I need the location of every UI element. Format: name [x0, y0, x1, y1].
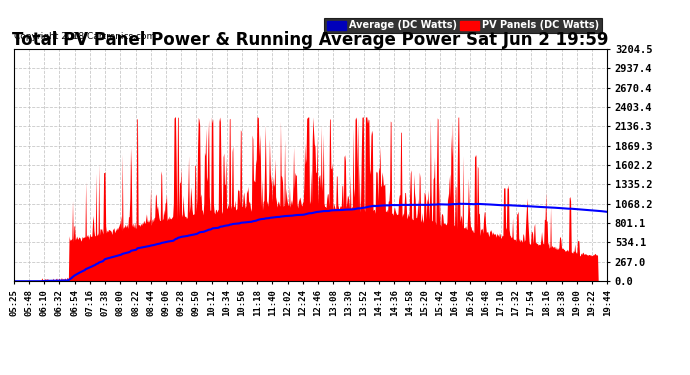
Text: Copyright 2018 Cartronics.com: Copyright 2018 Cartronics.com	[14, 32, 155, 41]
Title: Total PV Panel Power & Running Average Power Sat Jun 2 19:59: Total PV Panel Power & Running Average P…	[12, 31, 609, 49]
Legend: Average (DC Watts), PV Panels (DC Watts): Average (DC Watts), PV Panels (DC Watts)	[324, 18, 602, 33]
